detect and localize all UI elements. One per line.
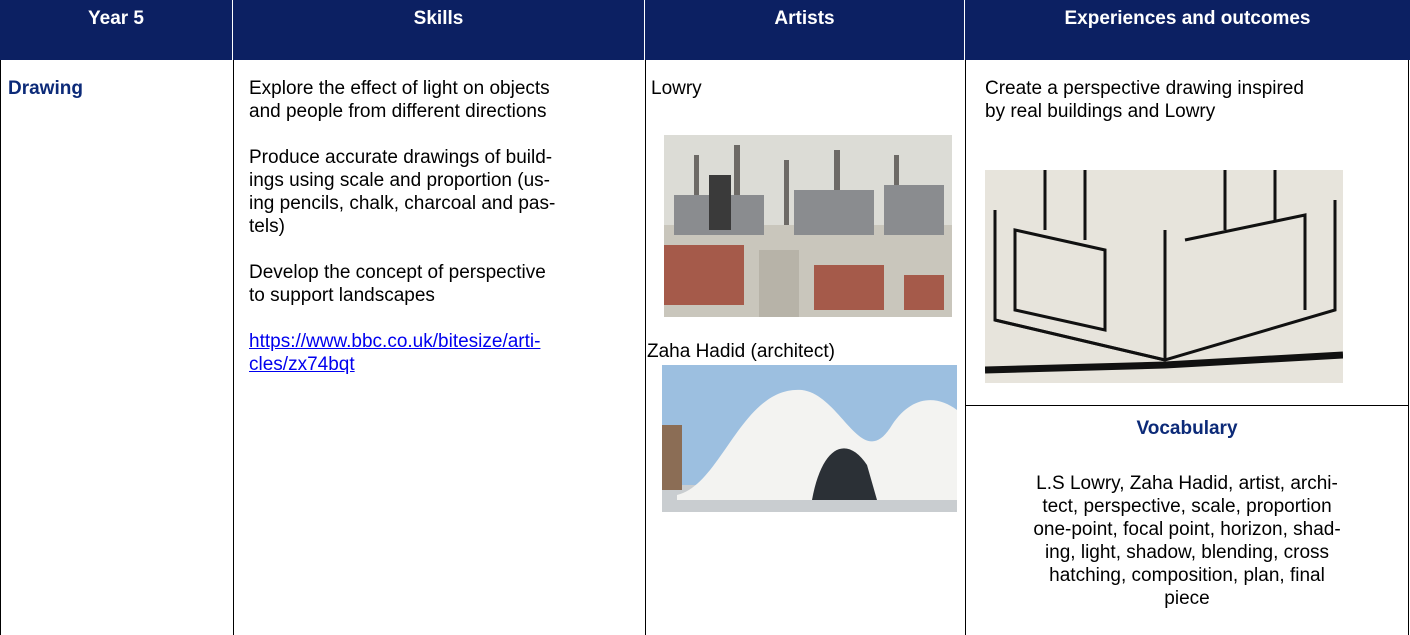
header-cell: Artists xyxy=(645,0,965,60)
vocabulary-title: Vocabulary xyxy=(1136,418,1238,439)
artist-name: Lowry xyxy=(651,78,702,99)
vocabulary-text: piece xyxy=(1164,588,1210,609)
header-cell: Skills xyxy=(233,0,645,60)
skills-text: tels) xyxy=(249,216,285,237)
link[interactable]: https://www.bbc.co.uk/bitesize/arti- xyxy=(249,331,541,352)
header-cell: Experiences and outcomes xyxy=(965,0,1410,60)
outcome-text: by real buildings and Lowry xyxy=(985,101,1216,122)
vocabulary-text: tect, perspective, scale, proportion xyxy=(1042,496,1332,517)
link[interactable]: cles/zx74bqt xyxy=(249,354,355,375)
header-cell: Year 5 xyxy=(0,0,233,60)
skills-text: and people from different directions xyxy=(249,101,547,122)
perspective-image xyxy=(985,170,1343,383)
border xyxy=(645,60,646,635)
border xyxy=(965,60,966,635)
skills-text: Explore the effect of light on objects xyxy=(249,78,550,99)
outcome-text: Create a perspective drawing inspired xyxy=(985,78,1304,99)
lowry-image xyxy=(664,135,952,317)
skills-text: ing pencils, chalk, charcoal and pas- xyxy=(249,193,556,214)
skills-text: Produce accurate drawings of build- xyxy=(249,147,553,168)
border xyxy=(233,60,234,635)
skills-text: ings using scale and proportion (us- xyxy=(249,170,551,191)
vocabulary-text: one-point, focal point, horizon, shad- xyxy=(1033,519,1341,540)
vocabulary-text: L.S Lowry, Zaha Hadid, artist, archi- xyxy=(1036,473,1338,494)
skills-text: Develop the concept of perspective xyxy=(249,262,546,283)
artist-name: Zaha Hadid (architect) xyxy=(647,341,835,362)
vocabulary-text: hatching, composition, plan, final xyxy=(1049,565,1325,586)
hadid-image xyxy=(662,365,957,512)
vocabulary-text: ing, light, shadow, blending, cross xyxy=(1044,542,1330,563)
border xyxy=(0,60,1,635)
skills-text: to support landscapes xyxy=(249,285,435,306)
subject: Drawing xyxy=(8,78,83,99)
border xyxy=(1408,60,1409,635)
border xyxy=(965,405,1409,406)
